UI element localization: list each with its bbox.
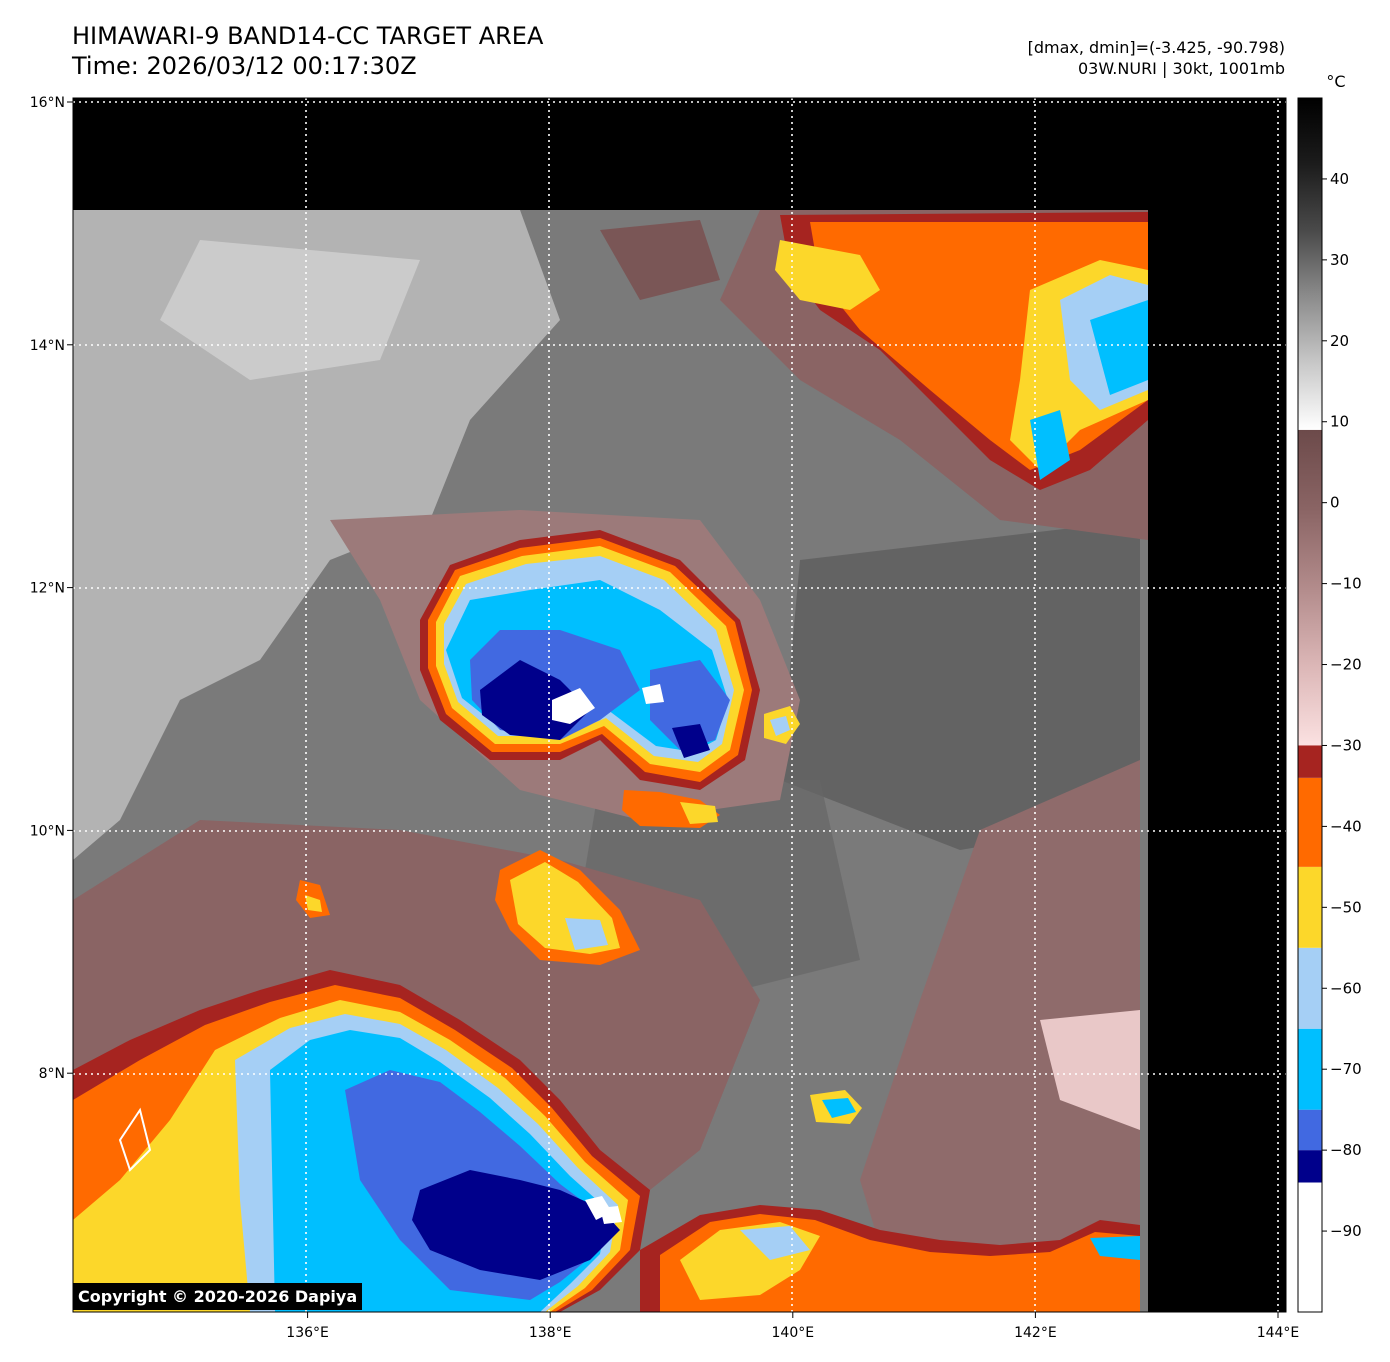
lon-tick-label: 142°E xyxy=(1014,1325,1057,1341)
colorbar-tick-label: −10 xyxy=(1330,575,1362,593)
colorbar-unit: °C xyxy=(1326,72,1345,91)
colorbar-gradient xyxy=(1298,98,1322,430)
mid-cloud-patch xyxy=(600,220,720,300)
lat-tick-label: 12°N xyxy=(30,581,65,597)
lat-tick-label: 8°N xyxy=(39,1066,65,1082)
clear-sky-region xyxy=(73,210,560,860)
colorbar-tick-label: 40 xyxy=(1330,170,1349,188)
dmax-dmin-readout: [dmax, dmin]=(-3.425, -90.798) xyxy=(1027,38,1285,57)
mid-cloud-band-se xyxy=(860,760,1140,1312)
colorbar-tick-label: −60 xyxy=(1330,979,1362,997)
observation-time: Time: 2026/03/12 00:17:30Z xyxy=(72,52,417,80)
colorbar-gradient xyxy=(1298,429,1322,746)
colorbar-band xyxy=(1298,947,1322,1029)
lon-tick-label: 140°E xyxy=(772,1325,815,1341)
colorbar-band xyxy=(1298,745,1322,778)
convection-central xyxy=(420,530,800,828)
lon-tick-label: 136°E xyxy=(286,1325,329,1341)
colorbar-band xyxy=(1298,866,1322,948)
light-pink-patch xyxy=(1040,1010,1140,1130)
lat-tick-label: 14°N xyxy=(30,338,65,354)
colorbar: °C 40 30 20 10 0 −10 −20 −30 −40 −50 −60 −70 −80 −90 xyxy=(1297,72,1362,1313)
lat-tick-label: 10°N xyxy=(30,823,65,839)
colorbar-tick-label: −90 xyxy=(1330,1222,1362,1240)
colorbar-tick-label: −20 xyxy=(1330,656,1362,674)
colorbar-band xyxy=(1298,1182,1322,1312)
colorbar-band xyxy=(1298,1028,1322,1110)
map-axis-labels: 136°E 138°E 140°E 142°E 144°E 16°N 14°N 12°N 10°… xyxy=(30,95,1300,1341)
lat-tick-label: 16°N xyxy=(30,95,65,111)
colorbar-band xyxy=(1298,1109,1322,1151)
colorbar-band xyxy=(1298,1150,1322,1183)
convection-small-cell xyxy=(296,850,862,1124)
colorbar-band xyxy=(1298,777,1322,867)
storm-info: 03W.NURI | 30kt, 1001mb xyxy=(1077,59,1285,78)
convection-northeast xyxy=(775,212,1148,490)
colorbar-tick-label: 0 xyxy=(1330,494,1340,512)
map-title: HIMAWARI-9 BAND14-CC TARGET AREA xyxy=(72,22,544,50)
convection-southwest xyxy=(73,970,650,1312)
convection-southeast xyxy=(640,1205,1140,1312)
colorbar-tick-label: −40 xyxy=(1330,817,1362,835)
lon-tick-label: 144°E xyxy=(1257,1325,1300,1341)
map-frame xyxy=(72,97,1287,1313)
copyright-notice: Copyright © 2020-2026 Dapiya xyxy=(73,1283,363,1310)
colorbar-tick-label: −80 xyxy=(1330,1141,1362,1159)
colorbar-tick-label: −50 xyxy=(1330,898,1362,916)
graticule xyxy=(73,98,1286,1312)
colorbar-tick-label: −70 xyxy=(1330,1060,1362,1078)
colorbar-tick-label: 30 xyxy=(1330,251,1349,269)
colorbar-tick-label: 10 xyxy=(1330,413,1349,431)
colorbar-tick-label: 20 xyxy=(1330,332,1349,350)
warm-stratus-region xyxy=(780,520,1140,850)
colorbar-frame xyxy=(1297,97,1323,1313)
lon-tick-label: 138°E xyxy=(529,1325,572,1341)
ir-imagery xyxy=(73,98,1286,1312)
colorbar-tick-label: −30 xyxy=(1330,736,1362,754)
